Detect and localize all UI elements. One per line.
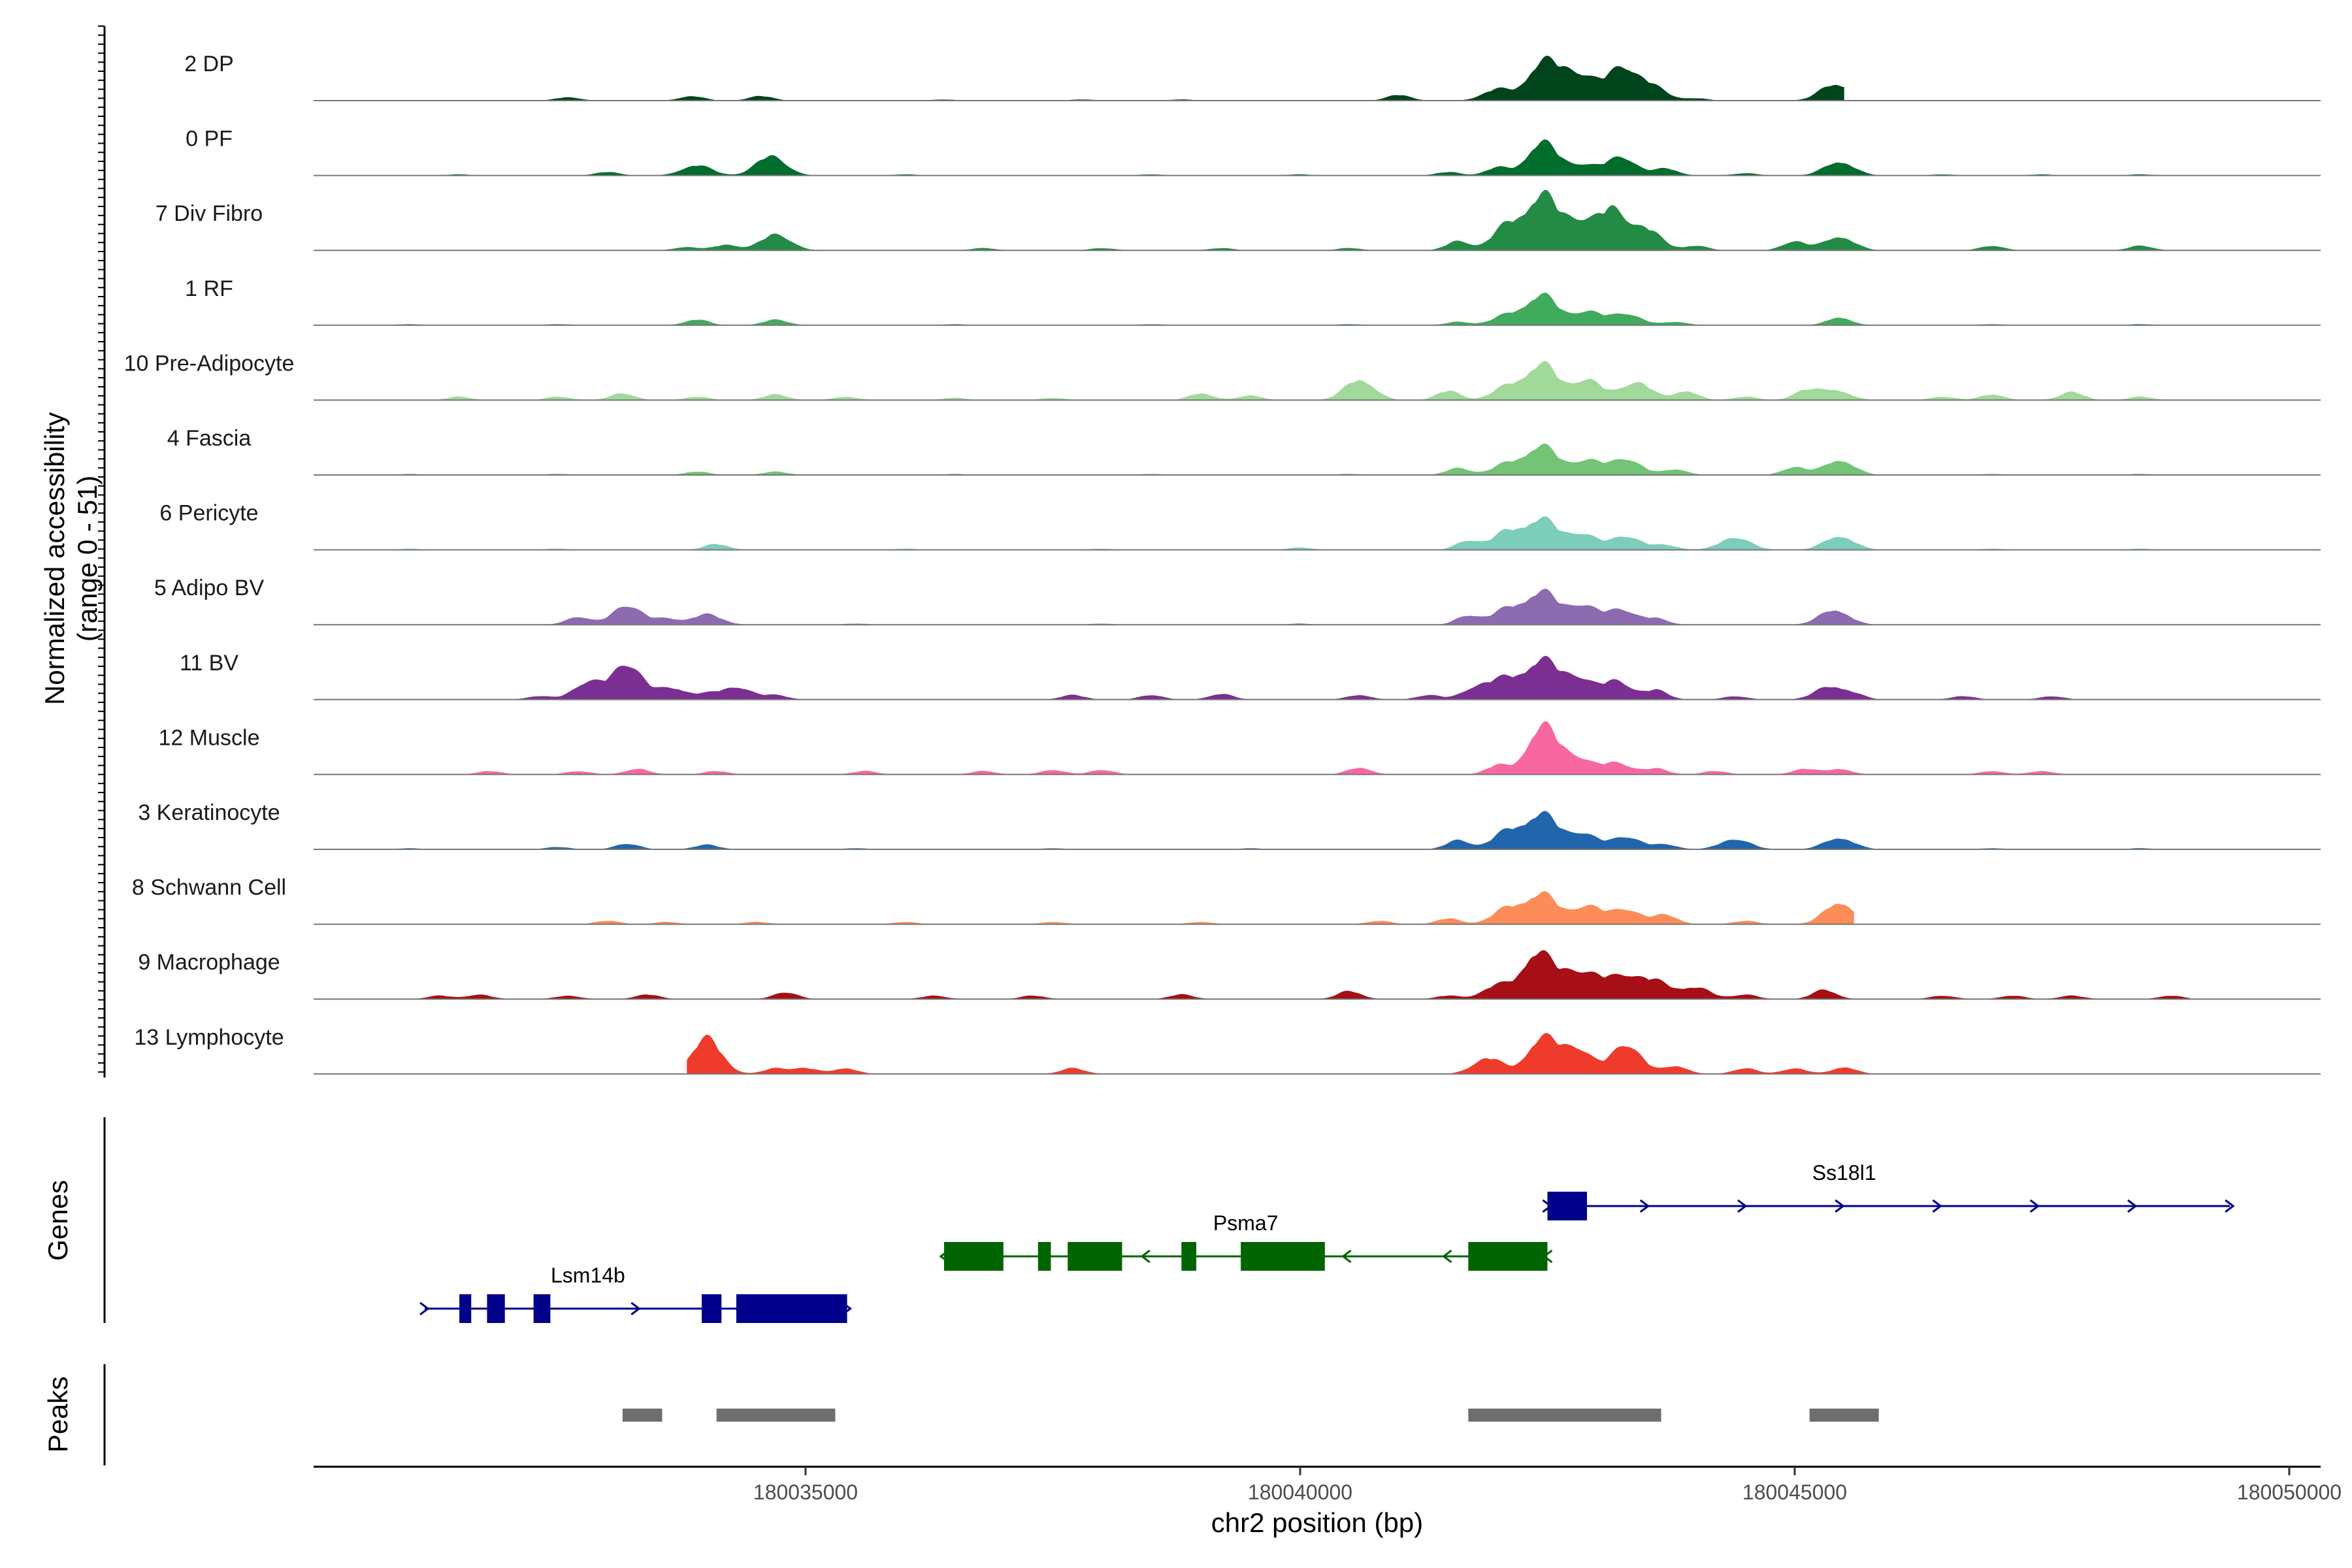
gene-exon xyxy=(1181,1242,1197,1271)
strand-chevron xyxy=(2225,1199,2235,1213)
strand-chevron xyxy=(1835,1199,1845,1213)
x-tick-label: 180050000 xyxy=(2237,1480,2342,1504)
track-9: 11 BV xyxy=(180,651,2321,700)
gene-label: Psma7 xyxy=(1213,1211,1279,1235)
track-label: 11 BV xyxy=(180,651,238,676)
track-12: 8 Schwann Cell xyxy=(132,875,2321,925)
track-label: 1 RF xyxy=(185,276,233,301)
strand-chevron xyxy=(2029,1199,2040,1213)
gene-exon xyxy=(736,1294,847,1323)
gene-exon xyxy=(487,1294,505,1323)
track-coverage xyxy=(459,589,1894,625)
track-label: 12 Muscle xyxy=(159,725,260,750)
strand-chevron xyxy=(1932,1199,1942,1213)
gene-label: Ss18l1 xyxy=(1812,1161,1876,1184)
strand-chevron xyxy=(1639,1199,1650,1213)
track-10: 12 Muscle xyxy=(159,721,2321,776)
track-6: 4 Fascia xyxy=(167,426,2321,476)
gene-models: Lsm14b Psma7 Ss18l1 xyxy=(419,1161,2235,1323)
track-11: 3 Keratinocyte xyxy=(138,800,2321,850)
gene-exon xyxy=(1068,1242,1122,1271)
y-axis-title-line2: (range 0 - 51) xyxy=(72,476,103,642)
track-4: 1 RF xyxy=(185,276,2321,326)
gene-exon xyxy=(702,1294,722,1323)
track-coverage xyxy=(311,516,2240,550)
gene-exon xyxy=(1468,1242,1548,1271)
y-axis-title: Normalized accessibility (range 0 - 51) xyxy=(39,412,103,705)
track-coverage xyxy=(657,189,2171,251)
peak-region xyxy=(716,1409,836,1422)
strand-chevron xyxy=(2127,1199,2138,1213)
track-label: 5 Adipo BV xyxy=(154,576,265,600)
track-coverage xyxy=(311,56,1844,101)
gene-psma7: Psma7 xyxy=(939,1211,1553,1271)
track-label: 4 Fascia xyxy=(167,426,252,451)
track-7: 6 Pericyte xyxy=(159,501,2321,551)
strand-chevron xyxy=(1140,1249,1151,1264)
gene-exon xyxy=(533,1294,551,1323)
track-8: 5 Adipo BV xyxy=(154,576,2321,626)
track-label: 7 Div Fibro xyxy=(155,201,263,226)
x-axis-ticks: 180035000 180040000 180045000 180050000 xyxy=(753,1467,2342,1504)
gene-exon xyxy=(1037,1242,1051,1271)
track-5: 10 Pre-Adipocyte xyxy=(124,351,2321,401)
x-tick-label: 180045000 xyxy=(1742,1480,1847,1504)
track-label: 9 Macrophage xyxy=(138,950,280,975)
track-3: 7 Div Fibro xyxy=(155,189,2321,252)
strand-chevron xyxy=(630,1301,641,1316)
track-coverage xyxy=(311,292,2240,325)
track-coverage xyxy=(459,721,2072,775)
strand-chevron xyxy=(419,1301,430,1316)
track-label: 8 Schwann Cell xyxy=(132,875,286,900)
track-label: 13 Lymphocyte xyxy=(134,1025,284,1050)
x-tick-label: 180035000 xyxy=(753,1480,858,1504)
strand-chevron xyxy=(1737,1199,1748,1213)
track-coverage xyxy=(587,891,1854,924)
y-axis xyxy=(98,25,106,1078)
track-14: 13 Lymphocyte xyxy=(134,1025,2321,1075)
x-axis-title: chr2 position (bp) xyxy=(1211,1507,1424,1538)
track-coverage xyxy=(489,655,2072,700)
coverage-tracks: 2 DP 0 PF 7 Div Fibro 1 RF 10 Pre-Adipocyte 4… xyxy=(124,52,2321,1075)
gene-exon xyxy=(1547,1192,1588,1220)
peak-region xyxy=(1809,1409,1879,1422)
strand-chevron xyxy=(1442,1249,1452,1264)
track-coverage xyxy=(410,950,2191,1000)
track-13: 9 Macrophage xyxy=(138,950,2321,1000)
x-tick-label: 180040000 xyxy=(1248,1480,1352,1504)
gene-lsm14b: Lsm14b xyxy=(419,1264,853,1323)
peak-regions xyxy=(622,1409,1879,1422)
peak-region xyxy=(1468,1409,1661,1422)
track-label: 2 DP xyxy=(184,52,234,76)
track-1: 2 DP xyxy=(184,52,2321,101)
track-2: 0 PF xyxy=(186,127,2321,176)
track-coverage xyxy=(311,139,2240,176)
genes-section-label: Genes xyxy=(42,1180,73,1261)
track-coverage xyxy=(439,361,2191,400)
track-coverage xyxy=(311,443,2240,475)
track-label: 6 Pericyte xyxy=(159,501,258,526)
track-label: 3 Keratinocyte xyxy=(138,800,280,825)
peaks-section-label: Peaks xyxy=(42,1377,73,1453)
y-axis-title-line1: Normalized accessibility xyxy=(39,412,70,705)
gene-exon xyxy=(943,1242,1004,1271)
track-label: 10 Pre-Adipocyte xyxy=(124,351,295,376)
strand-chevron xyxy=(1341,1249,1352,1264)
track-label: 0 PF xyxy=(186,127,233,152)
track-coverage xyxy=(311,811,2240,849)
track-coverage xyxy=(687,1033,1874,1074)
gene-exon xyxy=(459,1294,472,1323)
gene-label: Lsm14b xyxy=(551,1264,625,1287)
gene-exon xyxy=(1241,1242,1325,1271)
peak-region xyxy=(622,1409,662,1422)
gene-ss18l1: Ss18l1 xyxy=(1542,1161,2235,1220)
